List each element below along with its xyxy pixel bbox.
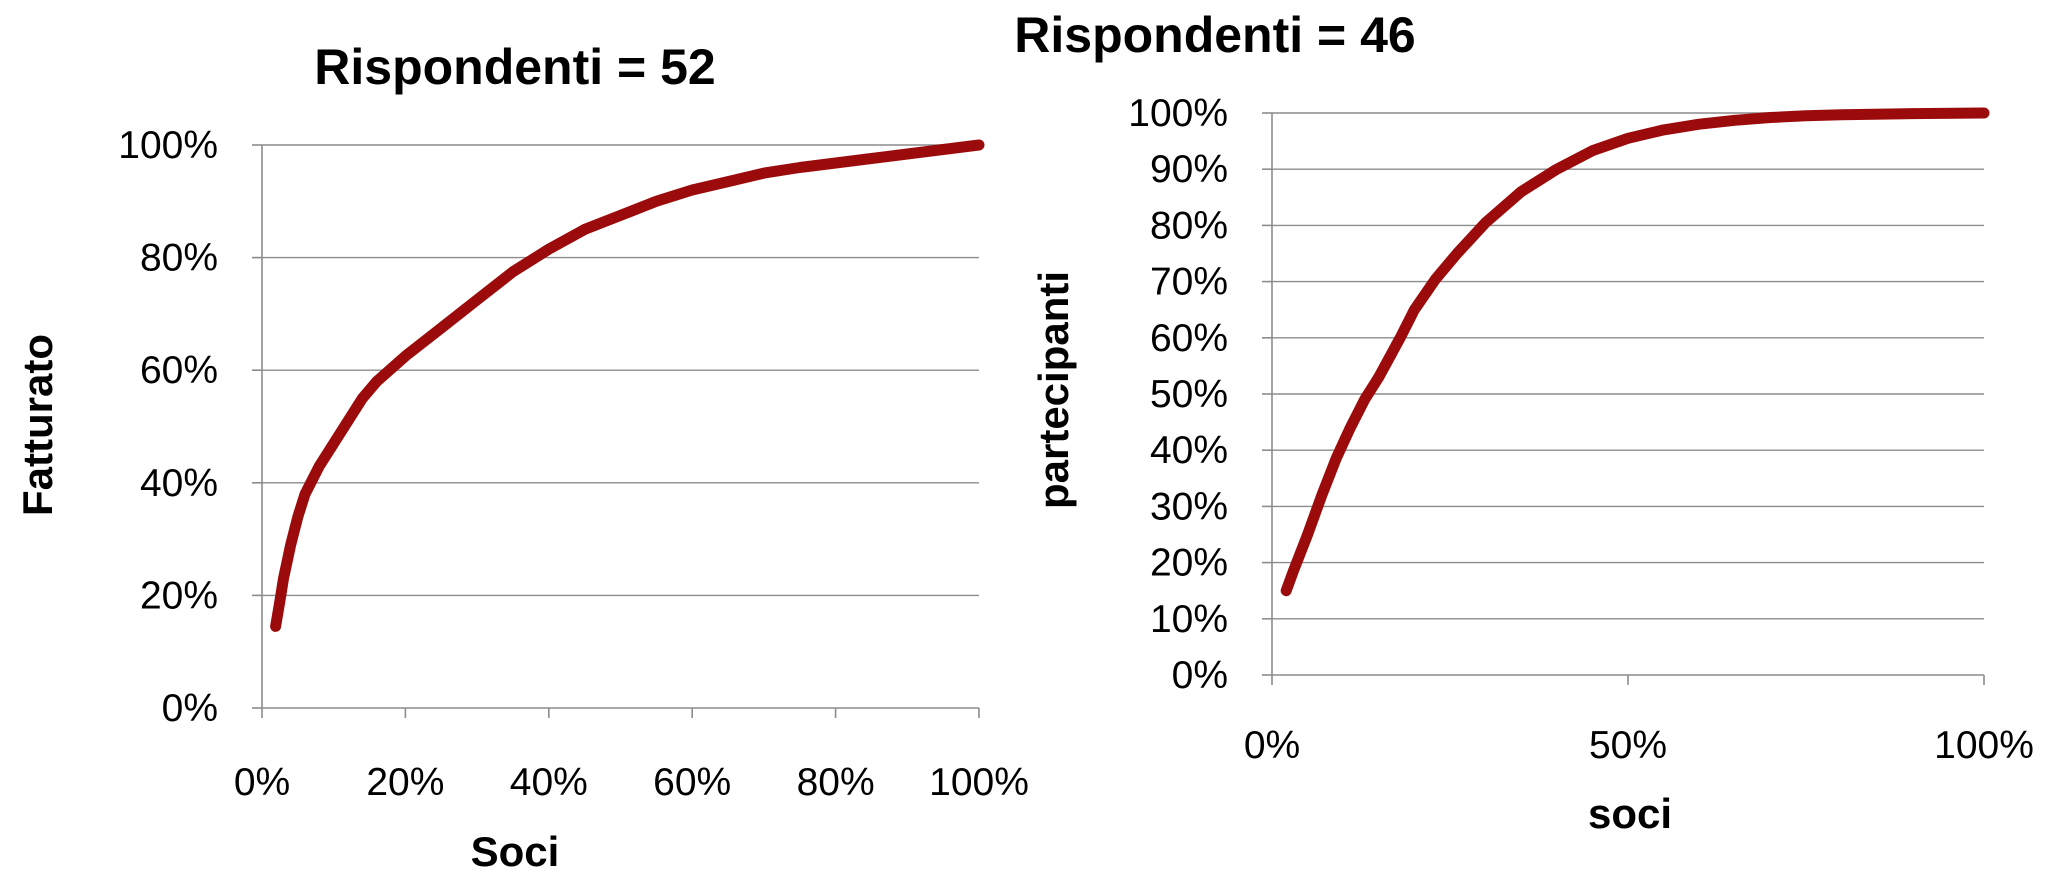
x-tick-label: 100% bbox=[1934, 724, 2034, 767]
x-tick-label: 0% bbox=[234, 761, 290, 804]
chart-partecipanti: Rispondenti = 46 0% 10% 20% 30% 40% 50% 60% 70%… bbox=[1014, 7, 2034, 837]
y-tick-label: 80% bbox=[1150, 204, 1228, 247]
y-tick-label: 0% bbox=[162, 687, 218, 730]
y-tick-label: 40% bbox=[140, 462, 218, 505]
series-line bbox=[1280, 107, 1990, 597]
chart-title: Rispondenti = 52 bbox=[314, 39, 715, 95]
y-tick-label: 80% bbox=[140, 237, 218, 280]
x-axis-label: soci bbox=[1588, 790, 1672, 837]
y-axis-label: partecipanti bbox=[1030, 271, 1077, 509]
x-tick-label: 40% bbox=[510, 761, 588, 804]
x-tick-label: 100% bbox=[929, 761, 1029, 804]
x-tick-label: 80% bbox=[797, 761, 875, 804]
y-tick-label: 0% bbox=[1172, 654, 1228, 697]
y-tick-label: 60% bbox=[140, 349, 218, 392]
y-tick-label: 90% bbox=[1150, 148, 1228, 191]
y-tick-label: 60% bbox=[1150, 317, 1228, 360]
y-tick-label: 30% bbox=[1150, 485, 1228, 528]
chart-title: Rispondenti = 46 bbox=[1014, 7, 1415, 63]
y-tick-label: 20% bbox=[140, 574, 218, 617]
chart-fatturato: Rispondenti = 52 0% 20% 40% 60% 80% 100% 0% 20… bbox=[14, 39, 1029, 872]
y-tick-label: 20% bbox=[1150, 542, 1228, 585]
y-axis-label: Fatturato bbox=[14, 334, 61, 516]
x-tick-label: 60% bbox=[653, 761, 731, 804]
x-tick-label: 20% bbox=[366, 761, 444, 804]
y-tick-label: 10% bbox=[1150, 598, 1228, 641]
y-tick-label: 50% bbox=[1150, 373, 1228, 416]
y-tick-label: 70% bbox=[1150, 261, 1228, 304]
x-axis-label: Soci bbox=[471, 828, 560, 872]
x-tick-label: 0% bbox=[1244, 724, 1300, 767]
y-tick-label: 40% bbox=[1150, 429, 1228, 472]
y-tick-label: 100% bbox=[118, 124, 218, 167]
series-line bbox=[270, 139, 985, 632]
x-tick-label: 50% bbox=[1589, 724, 1667, 767]
y-tick-label: 100% bbox=[1128, 92, 1228, 135]
